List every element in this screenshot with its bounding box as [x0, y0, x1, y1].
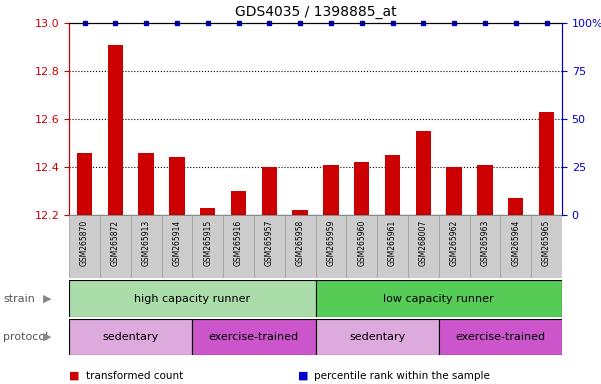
- FancyBboxPatch shape: [469, 215, 501, 278]
- FancyBboxPatch shape: [162, 215, 192, 278]
- Text: ▶: ▶: [43, 293, 52, 304]
- Bar: [293, 210, 308, 215]
- Text: GSM265958: GSM265958: [296, 220, 305, 266]
- Bar: [539, 112, 554, 215]
- Bar: [323, 165, 338, 215]
- Bar: [508, 198, 523, 215]
- Text: GSM265961: GSM265961: [388, 220, 397, 266]
- Text: GSM265965: GSM265965: [542, 220, 551, 266]
- Text: percentile rank within the sample: percentile rank within the sample: [314, 371, 490, 381]
- Text: GSM265959: GSM265959: [326, 220, 335, 266]
- Bar: [354, 162, 370, 215]
- FancyBboxPatch shape: [316, 280, 562, 317]
- FancyBboxPatch shape: [192, 319, 316, 355]
- Text: GSM265957: GSM265957: [265, 220, 274, 266]
- Text: low capacity runner: low capacity runner: [383, 293, 494, 304]
- FancyBboxPatch shape: [439, 319, 562, 355]
- Text: sedentary: sedentary: [103, 332, 159, 342]
- Bar: [231, 191, 246, 215]
- Text: GSM265870: GSM265870: [80, 220, 89, 266]
- Bar: [77, 152, 92, 215]
- Bar: [138, 152, 154, 215]
- FancyBboxPatch shape: [346, 215, 377, 278]
- FancyBboxPatch shape: [285, 215, 316, 278]
- Text: ▶: ▶: [43, 332, 52, 342]
- FancyBboxPatch shape: [408, 215, 439, 278]
- Bar: [261, 167, 277, 215]
- FancyBboxPatch shape: [531, 215, 562, 278]
- Text: GSM268007: GSM268007: [419, 220, 428, 266]
- Text: GSM265914: GSM265914: [172, 220, 182, 266]
- Bar: [385, 155, 400, 215]
- Bar: [416, 131, 431, 215]
- Text: high capacity runner: high capacity runner: [134, 293, 251, 304]
- FancyBboxPatch shape: [501, 215, 531, 278]
- Text: GSM265872: GSM265872: [111, 220, 120, 266]
- FancyBboxPatch shape: [377, 215, 408, 278]
- Text: ■: ■: [297, 371, 308, 381]
- Bar: [108, 45, 123, 215]
- Text: transformed count: transformed count: [86, 371, 183, 381]
- Bar: [200, 208, 215, 215]
- Text: GSM265916: GSM265916: [234, 220, 243, 266]
- Title: GDS4035 / 1398885_at: GDS4035 / 1398885_at: [235, 5, 396, 19]
- FancyBboxPatch shape: [69, 280, 316, 317]
- Text: exercise-trained: exercise-trained: [456, 332, 545, 342]
- Bar: [477, 165, 493, 215]
- Bar: [169, 157, 185, 215]
- Text: GSM265962: GSM265962: [450, 220, 459, 266]
- FancyBboxPatch shape: [316, 215, 346, 278]
- Text: GSM265960: GSM265960: [357, 220, 366, 266]
- Text: GSM265964: GSM265964: [511, 220, 520, 266]
- FancyBboxPatch shape: [69, 215, 100, 278]
- Text: protocol: protocol: [3, 332, 48, 342]
- FancyBboxPatch shape: [131, 215, 162, 278]
- FancyBboxPatch shape: [439, 215, 469, 278]
- Text: ■: ■: [69, 371, 79, 381]
- FancyBboxPatch shape: [69, 319, 192, 355]
- Text: GSM265915: GSM265915: [203, 220, 212, 266]
- FancyBboxPatch shape: [192, 215, 223, 278]
- FancyBboxPatch shape: [100, 215, 131, 278]
- FancyBboxPatch shape: [316, 319, 439, 355]
- Text: GSM265963: GSM265963: [480, 220, 489, 266]
- FancyBboxPatch shape: [254, 215, 285, 278]
- Text: GSM265913: GSM265913: [142, 220, 151, 266]
- Text: sedentary: sedentary: [349, 332, 405, 342]
- Text: exercise-trained: exercise-trained: [209, 332, 299, 342]
- Text: strain: strain: [3, 293, 35, 304]
- FancyBboxPatch shape: [223, 215, 254, 278]
- Bar: [447, 167, 462, 215]
